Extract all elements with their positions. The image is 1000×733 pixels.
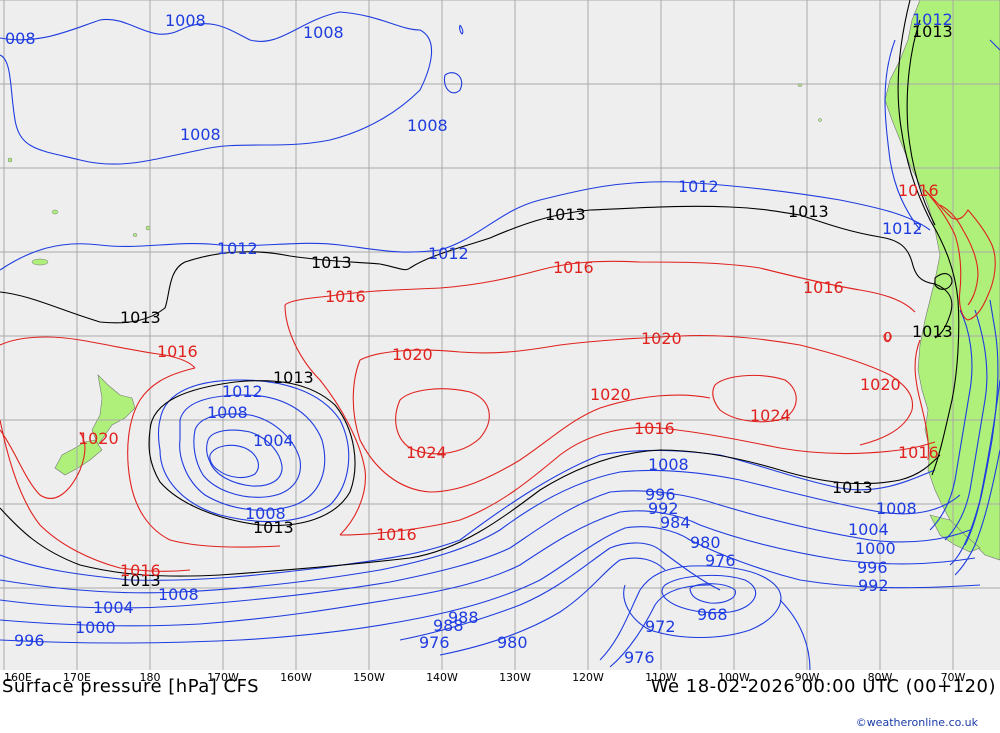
isobar-label: 976 [705,551,736,570]
isobar-label: 1012 [678,177,719,196]
isobar-label: 1008 [876,499,917,518]
isobar-label: 1008 [303,23,344,42]
ocean [0,0,1000,670]
isobar-label: 1013 [120,308,161,327]
isobar-label: 1013 [832,478,873,497]
lon-tick: 100W [718,671,750,684]
isobar-label: 980 [690,533,721,552]
isobar-label: 1004 [253,431,294,450]
isobar-label: 1013 [545,205,586,224]
isobar-label: 1008 [158,585,199,604]
chart-title: Surface pressure [hPa] CFS [2,676,260,697]
graticule [0,0,1000,670]
isobar-label: 1020 [590,385,631,404]
islands [7,83,822,266]
lon-tick: 170W [207,671,239,684]
isobars-high [0,189,996,572]
isobar-label: 1008 [207,403,248,422]
isobar-label: 1008 [648,455,689,474]
map-svg: 008 1008 1008 1008 1008 1012 1012 1012 1… [0,0,1000,670]
isobar-label: 996 [857,558,888,577]
isobar-label: 1013 [253,518,294,537]
isobar-label: 996 [14,631,45,650]
isobar-label: 992 [858,576,889,595]
isobar-label: 1012 [882,219,923,238]
isobar-label: 1024 [750,406,791,425]
isobar-label: 1016 [634,419,675,438]
isobar-label: 1016 [803,278,844,297]
isobar-label: 996 [645,485,676,504]
isobar-label: 1016 [157,342,198,361]
isobar-label: 1020 [78,429,119,448]
isobar-label: 1016 [898,181,939,200]
isobar-label: 1008 [180,125,221,144]
lon-tick: 130W [499,671,531,684]
isobars-low [0,11,1000,670]
lon-tick: 110W [645,671,677,684]
isobar-label: 1016 [120,561,161,580]
isobar-label: 1004 [848,520,889,539]
isobar-label: 980 [497,633,528,652]
isobar-label: 976 [419,633,450,652]
isobar-label: 1012 [428,244,469,263]
isobar-label: 1020 [392,345,433,364]
lon-tick: 180 [139,671,161,684]
valid-time: We 18-02-2026 00:00 UTC (00+120) [650,676,996,697]
lon-tick: 140W [426,671,458,684]
isobar-label: 1000 [75,618,116,637]
isobars-1013 [0,0,960,577]
lon-tick: 150W [353,671,385,684]
isobar-label: 1013 [912,322,953,341]
isobar-label: 1008 [407,116,448,135]
lon-tick: 160E [4,671,32,684]
land-new-zealand-north [91,374,136,446]
isobar-label: 992 [648,499,679,518]
land-new-zealand-south [54,439,103,476]
isobar-label: 008 [5,29,36,48]
isobar-label: 976 [624,648,655,667]
isobar-label: 988 [433,616,464,635]
isobar-label: 1008 [165,11,206,30]
isobar-label: 1013 [273,368,314,387]
isobar-label: 984 [660,513,691,532]
isobar-label: 1008 [245,504,286,523]
isobar-label: 1016 [898,443,939,462]
isobar-labels-1013: 1013 1013 1013 1013 1013 1013 1013 1013 … [120,22,953,590]
isobar-labels-low: 008 1008 1008 1008 1008 1012 1012 1012 1… [5,10,953,667]
isobar-label: 1012 [217,239,258,258]
isobar-label: 988 [448,608,479,627]
lon-tick: 120W [572,671,604,684]
lon-tick: 70W [940,671,966,684]
isobar-label: 1012 [222,382,263,401]
isobar-labels-high: 1016 1016 1016 1016 1016 1016 1016 1016 … [78,181,939,580]
isobar-label: 968 [697,605,728,624]
isobar-label: 1020 [641,329,682,348]
lon-tick: 80W [867,671,893,684]
isobar-label: 0 [884,330,892,344]
isobar-label: 1013 [912,22,953,41]
isobar-label: 1016 [325,287,366,306]
isobar-label: 1016 [376,525,417,544]
longitude-axis: 160E 170E 180 170W 160W 150W 140W 130W 1… [0,671,1000,687]
map-panel: 008 1008 1008 1008 1008 1012 1012 1012 1… [0,0,1000,670]
isobar-label: 1013 [788,202,829,221]
isobar-label: 1020 [860,375,901,394]
isobar-label: 1013 [120,571,161,590]
isobar-label: 1000 [855,539,896,558]
lon-tick: 160W [280,671,312,684]
isobar-label: 1012 [912,10,953,29]
isobar-label: 1004 [93,598,134,617]
credit-link[interactable]: ©weatheronline.co.uk [855,716,978,729]
isobar-label: 1024 [406,443,447,462]
isobar-label: 972 [645,617,676,636]
lon-tick: 170E [63,671,91,684]
isobar-label: 1016 [553,258,594,277]
lon-tick: 90W [794,671,820,684]
isobar-label: 1013 [311,253,352,272]
